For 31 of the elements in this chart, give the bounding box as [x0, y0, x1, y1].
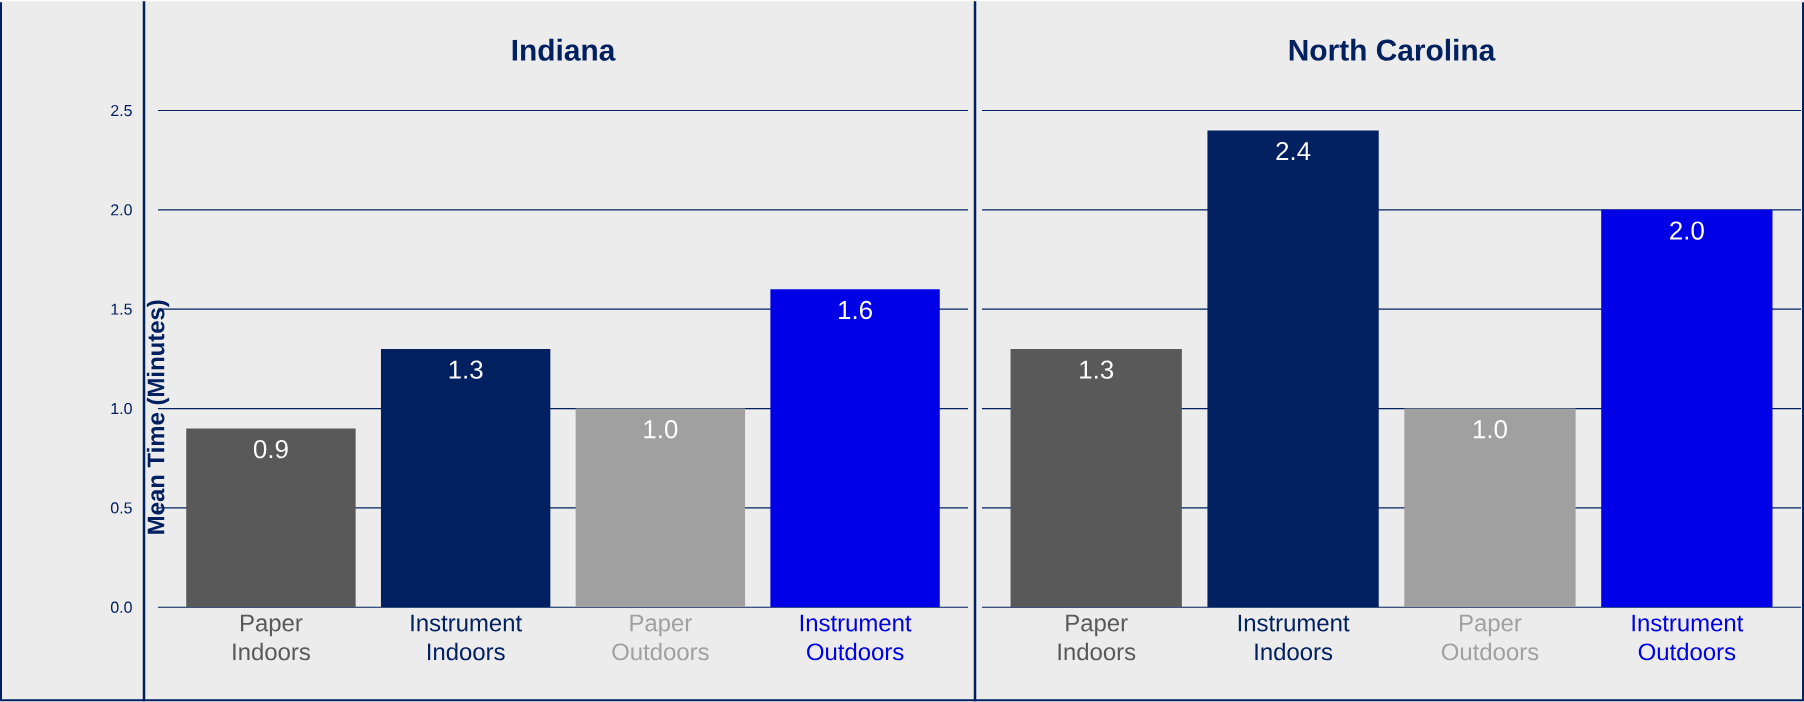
y-tick-label: 0.0 [110, 601, 132, 613]
x-tick-label: Instrument Outdoors [1632, 614, 1744, 661]
bar [770, 289, 940, 607]
y-tick-label: 0.5 [110, 502, 132, 514]
data-label: 2.4 [1276, 141, 1311, 160]
x-tick-label: Paper Outdoors [612, 614, 709, 661]
bar [1601, 209, 1773, 607]
text: North Carolina [1289, 38, 1496, 61]
data-label: 1.3 [1080, 360, 1114, 379]
data-label: 2.0 [1670, 221, 1704, 240]
data-label: 1.3 [449, 360, 483, 379]
y-axis-title: Mean Time (Minutes) [146, 300, 170, 534]
y-tick-label: 2.0 [111, 203, 132, 216]
x-tick-label: Paper Indoors [1058, 614, 1136, 661]
bar [1010, 348, 1182, 607]
bar [1404, 408, 1576, 607]
x-tick-label: Paper Indoors [233, 614, 310, 661]
text: Indiana [512, 38, 616, 61]
y-tick-label: 1.0 [111, 402, 132, 414]
x-tick-label: Instrument Indoors [1238, 614, 1350, 661]
x-tick-label: Instrument Indoors [411, 614, 522, 661]
bar [186, 428, 356, 607]
data-label: 1.0 [644, 419, 678, 439]
data-label: 1.6 [839, 300, 872, 319]
bar [575, 408, 746, 607]
x-tick-label: Instrument Outdoors [800, 614, 912, 661]
y-tick-label: 2.5 [111, 104, 132, 116]
data-label: 1.0 [1473, 419, 1507, 439]
y-tick-label: 1.5 [111, 303, 132, 315]
data-label: 0.9 [253, 439, 288, 459]
x-tick-label: Paper Outdoors [1441, 614, 1539, 661]
